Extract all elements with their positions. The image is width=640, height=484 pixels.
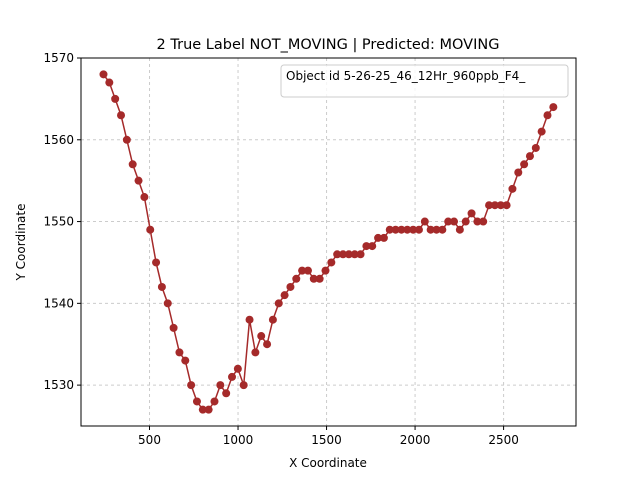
- point: [490, 201, 499, 210]
- y-tick-label: 1530: [43, 378, 74, 392]
- x-tick-label: 500: [138, 433, 161, 447]
- point: [455, 225, 464, 234]
- point: [268, 315, 277, 324]
- point: [549, 103, 558, 112]
- point: [152, 258, 161, 267]
- point: [397, 225, 406, 234]
- point: [432, 225, 441, 234]
- point: [473, 217, 482, 226]
- point: [508, 184, 517, 193]
- point: [438, 225, 447, 234]
- point: [128, 160, 137, 169]
- point: [140, 193, 149, 202]
- point: [192, 397, 201, 406]
- point: [385, 225, 394, 234]
- point: [403, 225, 412, 234]
- point: [274, 299, 283, 308]
- point: [543, 111, 552, 120]
- series-line: [102, 73, 554, 411]
- point: [315, 274, 324, 283]
- point: [99, 70, 108, 79]
- point: [286, 282, 295, 291]
- point: [222, 389, 231, 398]
- point: [163, 299, 172, 308]
- point: [105, 78, 114, 87]
- point: [175, 348, 184, 357]
- point: [391, 225, 400, 234]
- point: [350, 250, 359, 259]
- point: [292, 274, 301, 283]
- point: [228, 372, 237, 381]
- y-tick-label: 1560: [43, 133, 74, 147]
- y-tick-label: 1540: [43, 296, 74, 310]
- point: [514, 168, 523, 177]
- legend-label: Object id 5-26-25_46_12Hr_960ppb_F4_: [286, 69, 526, 83]
- point: [327, 258, 336, 267]
- point: [169, 323, 178, 332]
- point: [339, 250, 348, 259]
- point: [531, 143, 540, 152]
- point: [210, 397, 219, 406]
- point: [257, 332, 266, 341]
- point: [356, 250, 365, 259]
- plot-frame: [80, 57, 577, 427]
- point: [420, 217, 429, 226]
- point: [537, 127, 546, 136]
- point: [502, 201, 511, 210]
- point: [298, 266, 307, 275]
- point: [409, 225, 418, 234]
- point: [379, 233, 388, 242]
- x-tick-label: 1000: [223, 433, 254, 447]
- point: [111, 94, 120, 103]
- point: [216, 381, 225, 390]
- point: [251, 348, 260, 357]
- point: [467, 209, 476, 218]
- point: [204, 405, 213, 414]
- point: [134, 176, 143, 185]
- chart-title: 2 True Label NOT_MOVING | Predicted: MOV…: [157, 37, 500, 53]
- point: [362, 242, 371, 251]
- point: [333, 250, 342, 259]
- x-axis-label: X Coordinate: [289, 456, 367, 470]
- point: [426, 225, 435, 234]
- point: [198, 405, 207, 414]
- point: [368, 242, 377, 251]
- x-tick-label: 2500: [488, 433, 519, 447]
- x-tick-label: 1500: [311, 433, 342, 447]
- point: [187, 381, 196, 390]
- point: [117, 111, 126, 120]
- x-tick-label: 2000: [400, 433, 431, 447]
- point: [520, 160, 529, 169]
- y-tick-label: 1570: [43, 51, 74, 65]
- y-tick-label: 1550: [43, 215, 74, 229]
- legend-box: [280, 64, 569, 98]
- point: [122, 135, 131, 144]
- point: [525, 152, 534, 161]
- point: [344, 250, 353, 259]
- point: [239, 381, 248, 390]
- point: [233, 364, 242, 373]
- point: [309, 274, 318, 283]
- point: [485, 201, 494, 210]
- point: [245, 315, 254, 324]
- y-axis-label: Y Coordinate: [14, 204, 28, 282]
- point: [263, 340, 272, 349]
- point: [496, 201, 505, 210]
- point: [450, 217, 459, 226]
- point: [444, 217, 453, 226]
- point: [157, 282, 166, 291]
- point: [280, 291, 289, 300]
- point: [146, 225, 155, 234]
- point: [303, 266, 312, 275]
- point: [321, 266, 330, 275]
- point: [181, 356, 190, 365]
- point: [374, 233, 383, 242]
- point: [414, 225, 423, 234]
- point: [479, 217, 488, 226]
- point: [461, 217, 470, 226]
